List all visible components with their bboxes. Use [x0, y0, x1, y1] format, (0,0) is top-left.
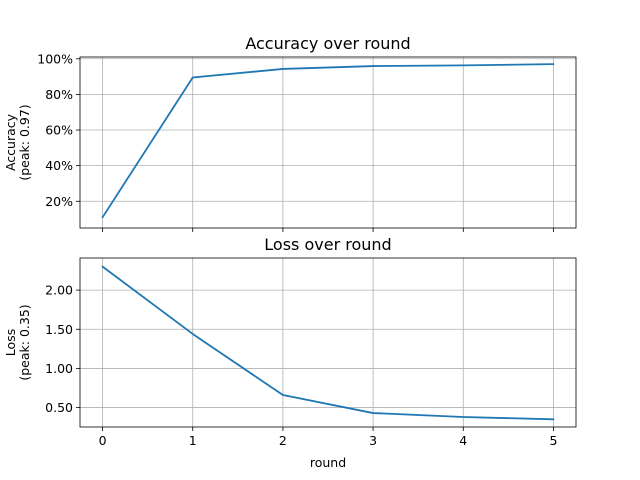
chart-1-x-tick-label-4: 4	[459, 433, 467, 448]
chart-1-x-tick-label-0: 0	[99, 433, 107, 448]
chart-1-x-axis-label: round	[310, 455, 346, 470]
chart-1-y-axis-label-line-0: Loss	[3, 329, 18, 356]
chart-0-axes-frame	[79, 56, 577, 229]
chart-0-y-axis-label-line-1: (peak: 0.97)	[17, 104, 32, 180]
chart-1-x-tick-label-2: 2	[279, 433, 287, 448]
chart-1-axes-frame	[79, 257, 577, 428]
chart-0-y-tick-label-2: 60%	[45, 123, 73, 138]
chart-0-y-tick-label-4: 100%	[37, 51, 73, 66]
chart-1-y-tick-label-0: 0.50	[45, 400, 73, 415]
chart-1-x-tick-label-1: 1	[189, 433, 197, 448]
chart-1-series-line-0	[101, 265, 555, 421]
chart-0-title: Accuracy over round	[245, 34, 410, 53]
chart-0-y-axis-label: Accuracy(peak: 0.97)	[3, 104, 32, 180]
chart-1-x-tick-label-3: 3	[369, 433, 377, 448]
chart-1-y-axis-label-line-1: (peak: 0.35)	[17, 304, 32, 380]
loss-panel: 0 1 2 3 4 5 0.50 1.00 1.50 2.00 Loss over round Los…	[3, 235, 577, 470]
chart-0-y-tick-label-0: 20%	[45, 194, 73, 209]
chart-1-y-tick-label-1: 1.00	[45, 361, 73, 376]
chart-0-y-axis-label-line-0: Accuracy	[3, 113, 18, 171]
chart-1-x-tick-label-5: 5	[549, 433, 557, 448]
chart-1-y-tick-label-3: 2.00	[45, 283, 73, 298]
chart-1-y-tick-label-2: 1.50	[45, 322, 73, 337]
accuracy-panel: 20% 40% 60% 80% 100% Accuracy over round Accur…	[3, 34, 577, 232]
chart-1-title: Loss over round	[264, 235, 391, 254]
chart-1-y-axis-label: Loss(peak: 0.35)	[3, 304, 32, 380]
chart-0-y-tick-label-3: 80%	[45, 87, 73, 102]
chart-0-y-tick-label-1: 40%	[45, 158, 73, 173]
chart-0-series-line-0	[101, 63, 555, 219]
